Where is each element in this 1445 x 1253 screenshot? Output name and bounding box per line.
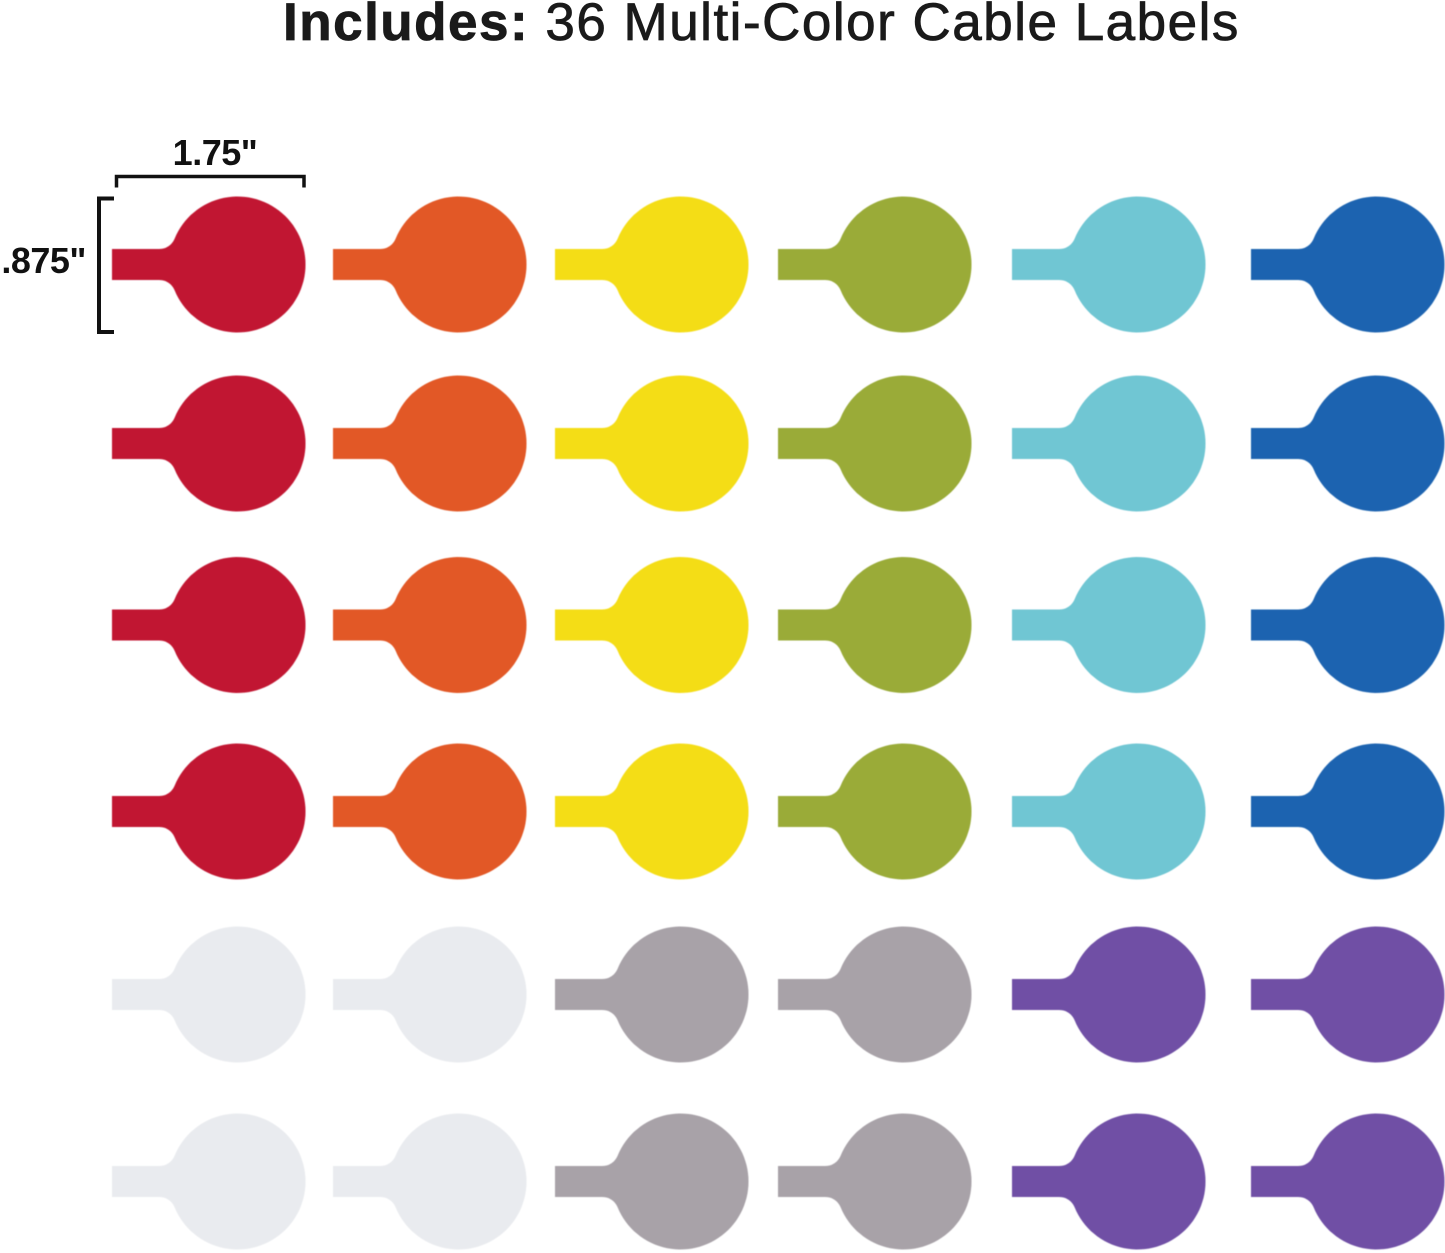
svg-text:1.75": 1.75" <box>173 132 258 173</box>
svg-text:.875": .875" <box>1 240 86 281</box>
